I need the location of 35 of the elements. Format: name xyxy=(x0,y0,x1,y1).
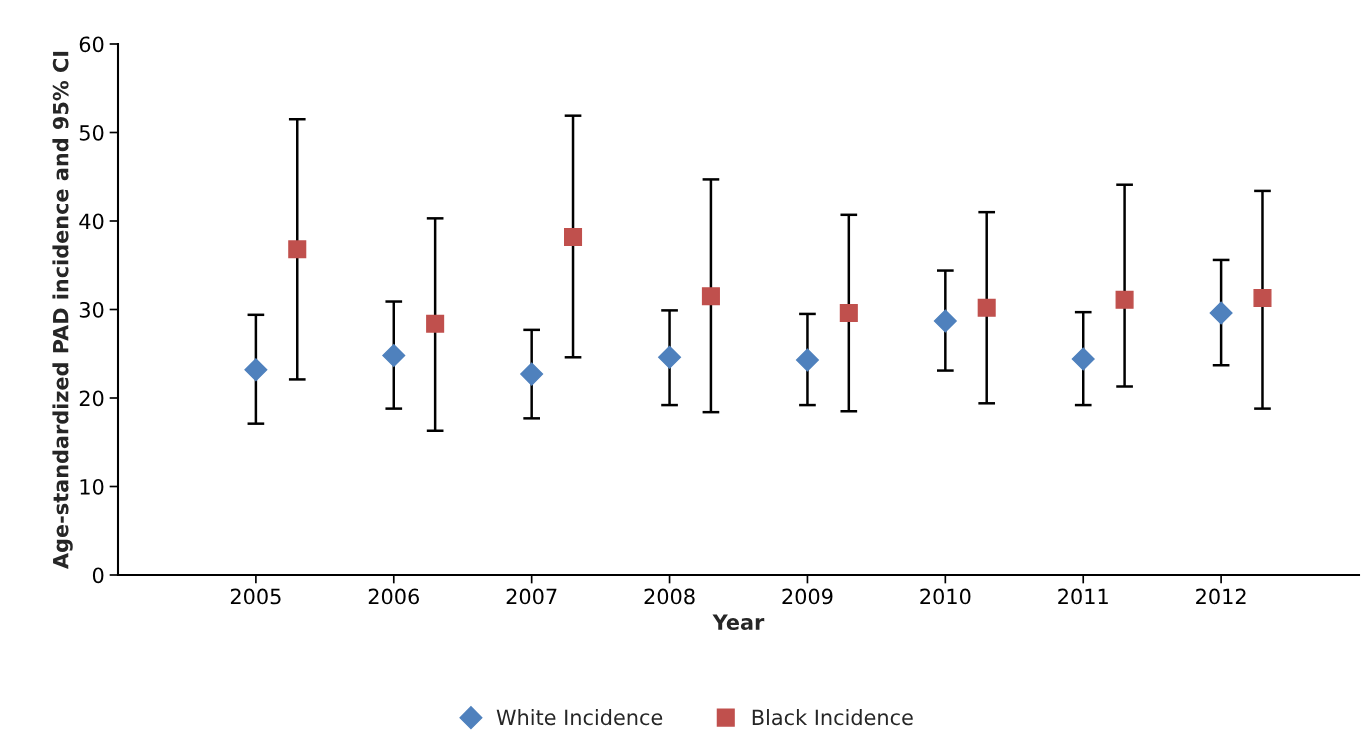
y-tick-label: 30 xyxy=(79,301,104,318)
point xyxy=(1115,290,1134,309)
x-tick-label: 2005 xyxy=(230,588,281,605)
point xyxy=(1071,347,1095,371)
x-tick-label: 2006 xyxy=(368,588,419,605)
y-tick-label: 10 xyxy=(80,478,104,495)
x-tick-label: 2012 xyxy=(1196,588,1246,605)
point xyxy=(382,344,406,368)
legend-label: White Incidence xyxy=(496,709,663,726)
x-tick-label: 2011 xyxy=(1058,588,1108,605)
point xyxy=(288,240,307,259)
y-tick-label: 20 xyxy=(79,390,104,407)
point xyxy=(933,309,957,333)
point xyxy=(977,298,996,317)
x-tick-label: 2008 xyxy=(644,588,695,605)
x-axis-title: Year xyxy=(712,614,765,631)
x-tick-label: 2007 xyxy=(506,588,557,605)
point xyxy=(1253,288,1272,308)
point xyxy=(701,287,720,306)
legend-label: Black Incidence xyxy=(752,709,913,726)
point xyxy=(426,314,445,333)
point xyxy=(564,227,583,246)
y-axis-title: Age-standardized PAD incidence and 95% CI xyxy=(52,51,73,569)
point xyxy=(1209,301,1233,325)
point xyxy=(244,358,268,382)
y-tick-label: 40 xyxy=(79,213,104,230)
point xyxy=(520,362,544,386)
y-tick-label: 0 xyxy=(92,567,104,584)
point xyxy=(839,304,858,323)
y-tick-label: 60 xyxy=(79,36,104,53)
point xyxy=(795,348,819,372)
x-tick-label: 2010 xyxy=(920,588,971,605)
point xyxy=(658,345,682,369)
x-tick-label: 2009 xyxy=(782,588,833,605)
y-tick-label: 50 xyxy=(79,124,104,141)
